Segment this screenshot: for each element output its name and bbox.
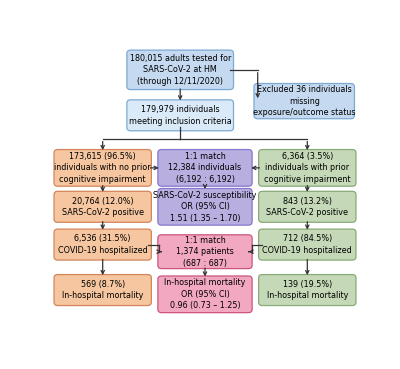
Text: In-hospital mortality
OR (95% CI)
0.96 (0.73 – 1.25): In-hospital mortality OR (95% CI) 0.96 (… bbox=[164, 278, 246, 310]
FancyBboxPatch shape bbox=[158, 149, 252, 186]
Text: 6,536 (31.5%)
COVID-19 hospitalized: 6,536 (31.5%) COVID-19 hospitalized bbox=[58, 234, 148, 255]
FancyBboxPatch shape bbox=[259, 229, 356, 260]
FancyBboxPatch shape bbox=[54, 275, 151, 306]
FancyBboxPatch shape bbox=[158, 235, 252, 269]
FancyBboxPatch shape bbox=[259, 275, 356, 306]
FancyBboxPatch shape bbox=[127, 100, 234, 131]
FancyBboxPatch shape bbox=[158, 276, 252, 313]
Text: 1:1 match
12,384 individuals
(6,192 : 6,192): 1:1 match 12,384 individuals (6,192 : 6,… bbox=[168, 152, 242, 184]
Text: 139 (19.5%)
In-hospital mortality: 139 (19.5%) In-hospital mortality bbox=[267, 280, 348, 300]
Text: 569 (8.7%)
In-hospital mortality: 569 (8.7%) In-hospital mortality bbox=[62, 280, 143, 300]
Text: 20,764 (12.0%)
SARS-CoV-2 positive: 20,764 (12.0%) SARS-CoV-2 positive bbox=[62, 197, 144, 217]
FancyBboxPatch shape bbox=[259, 191, 356, 222]
FancyBboxPatch shape bbox=[127, 50, 234, 90]
FancyBboxPatch shape bbox=[158, 189, 252, 225]
Text: 712 (84.5%)
COVID-19 hospitalized: 712 (84.5%) COVID-19 hospitalized bbox=[262, 234, 352, 255]
Text: 1:1 match
1,374 patients
(687 : 687): 1:1 match 1,374 patients (687 : 687) bbox=[176, 236, 234, 268]
Text: SARS-CoV-2 susceptibility
OR (95% CI)
1.51 (1.35 – 1.70): SARS-CoV-2 susceptibility OR (95% CI) 1.… bbox=[153, 191, 257, 223]
Text: 6,364 (3.5%)
individuals with prior
cognitive impairment: 6,364 (3.5%) individuals with prior cogn… bbox=[264, 152, 350, 184]
Text: 843 (13.2%)
SARS-CoV-2 positive: 843 (13.2%) SARS-CoV-2 positive bbox=[266, 197, 348, 217]
FancyBboxPatch shape bbox=[54, 191, 151, 222]
FancyBboxPatch shape bbox=[254, 83, 354, 119]
Text: 173,615 (96.5%)
individuals with no prior
cognitive impairment: 173,615 (96.5%) individuals with no prio… bbox=[54, 152, 151, 184]
Text: Excluded 36 individuals
missing
exposure/outcome status: Excluded 36 individuals missing exposure… bbox=[253, 85, 356, 117]
Text: 180,015 adults tested for
SARS-CoV-2 at HM
(through 12/11/2020): 180,015 adults tested for SARS-CoV-2 at … bbox=[130, 54, 231, 86]
FancyBboxPatch shape bbox=[54, 229, 151, 260]
FancyBboxPatch shape bbox=[54, 149, 151, 186]
Text: 179,979 individuals
meeting inclusion criteria: 179,979 individuals meeting inclusion cr… bbox=[129, 105, 232, 125]
FancyBboxPatch shape bbox=[259, 149, 356, 186]
